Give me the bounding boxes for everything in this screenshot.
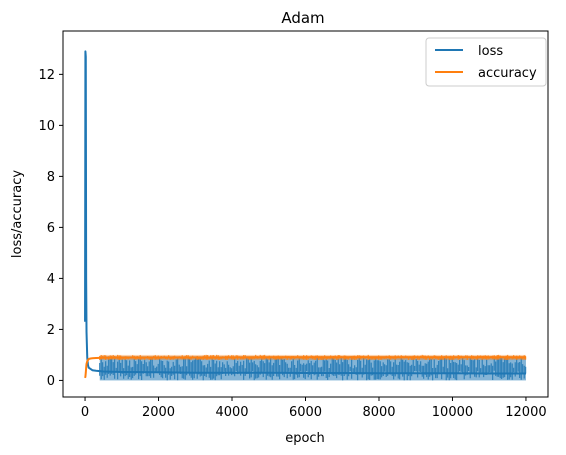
- y-tick-label: 10: [38, 119, 55, 134]
- x-tick-label: 0: [81, 405, 89, 420]
- y-tick-label: 2: [47, 323, 55, 338]
- y-tick-label: 4: [47, 272, 55, 287]
- x-tick-label: 6000: [289, 405, 322, 420]
- series-accuracy: [84, 354, 527, 379]
- y-axis-label: loss/accuracy: [10, 170, 25, 258]
- x-tick-label: 4000: [215, 405, 248, 420]
- series-loss: [84, 50, 527, 381]
- chart-title: Adam: [281, 9, 324, 27]
- x-axis-label: epoch: [285, 431, 325, 446]
- x-tick-label: 8000: [362, 405, 395, 420]
- y-tick-label: 6: [47, 221, 55, 236]
- legend: loss accuracy: [425, 37, 547, 87]
- legend-label-accuracy: accuracy: [478, 66, 537, 81]
- x-tick-label: 2000: [142, 405, 175, 420]
- series-line-accuracy: [84, 356, 526, 379]
- y-tick-label: 0: [47, 374, 55, 389]
- x-axis-ticks: 0 2000 4000 6000 8000 10000 12000: [81, 397, 547, 420]
- y-tick-label: 12: [38, 68, 55, 83]
- series-line-loss: [84, 50, 526, 375]
- legend-label-loss: loss: [478, 44, 503, 59]
- y-axis-ticks: 0 2 4 6 8 10 12: [38, 68, 63, 389]
- y-tick-label: 8: [47, 170, 55, 185]
- x-tick-label: 12000: [505, 405, 546, 420]
- x-tick-label: 10000: [432, 405, 473, 420]
- series-layer: [84, 50, 527, 381]
- series-noise-loss: [99, 356, 527, 381]
